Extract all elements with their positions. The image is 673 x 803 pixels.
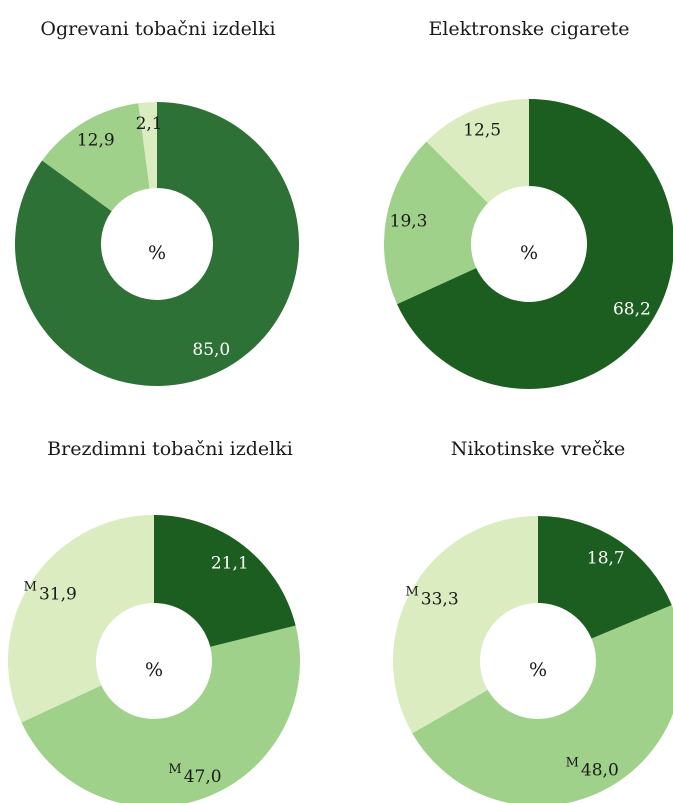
donut-slice <box>21 625 300 803</box>
donut-slice <box>42 103 150 212</box>
donut-slice <box>538 516 672 639</box>
donut-slice <box>397 99 673 389</box>
donut-slice <box>14 102 300 386</box>
slice-value-label: M 33,3 <box>405 584 458 609</box>
center-unit-label: % <box>148 242 166 264</box>
slice-value: 31,9 <box>39 584 77 604</box>
slice-value-label: M 47,0 <box>168 762 221 787</box>
slice-value-label: 19,3 <box>390 212 428 232</box>
slice-flag: M <box>566 755 579 770</box>
slice-value-label: 12,9 <box>77 131 115 151</box>
slice-value: 33,3 <box>421 589 459 609</box>
donut-chart-elektronske-cigarete: Elektronske cigarete 68,2 19,3 12,5% <box>384 18 673 389</box>
center-unit-label: % <box>520 242 538 264</box>
slice-value-label: 2,1 <box>136 114 163 134</box>
donut-slice <box>138 102 157 189</box>
center-unit-label: % <box>145 659 163 681</box>
slice-value: 47,0 <box>184 767 222 787</box>
slice-value-label: M 48,0 <box>566 755 619 780</box>
center-unit-label: % <box>529 659 547 681</box>
chart-title: Elektronske cigarete <box>428 18 629 40</box>
slice-flag: M <box>168 762 181 777</box>
donut-slice <box>7 515 154 723</box>
slice-value-label: 68,2 <box>613 300 651 320</box>
donut-chart-ogrevani-tobacni-izdelki: Ogrevani tobačni izdelki 85,0 12,9 2,1% <box>14 18 300 386</box>
donut-slice <box>154 515 296 647</box>
chart-title: Nikotinske vrečke <box>451 438 626 460</box>
slice-value-label: 18,7 <box>587 549 625 569</box>
donut-slice <box>384 141 488 305</box>
donut-slice <box>412 605 673 803</box>
slice-flag: M <box>24 579 37 594</box>
chart-title: Brezdimni tobačni izdelki <box>47 438 293 460</box>
chart-title: Ogrevani tobačni izdelki <box>40 18 275 40</box>
donut-slice <box>426 99 529 203</box>
donut-slice <box>392 516 538 734</box>
slice-value: 48,0 <box>581 760 619 780</box>
slice-value-label: M 31,9 <box>24 579 77 604</box>
slice-value-label: 12,5 <box>463 120 501 140</box>
slice-flag: M <box>405 584 418 599</box>
slice-value-label: 21,1 <box>211 553 249 573</box>
slice-value-label: 85,0 <box>192 340 230 360</box>
